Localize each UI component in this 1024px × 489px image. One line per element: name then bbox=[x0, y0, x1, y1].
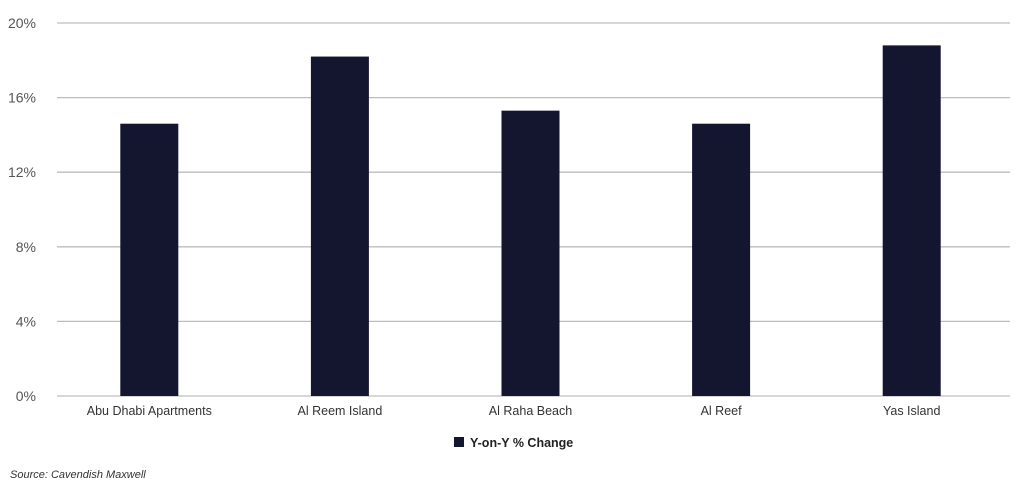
x-tick-label: Abu Dhabi Apartments bbox=[87, 404, 212, 418]
legend-swatch bbox=[454, 437, 464, 447]
x-tick-label: Yas Island bbox=[883, 404, 940, 418]
y-tick-label: 8% bbox=[16, 239, 36, 255]
y-tick-label: 20% bbox=[8, 15, 36, 31]
bar bbox=[120, 123, 179, 397]
bar bbox=[310, 56, 369, 396]
source-note: Source: Cavendish Maxwell bbox=[10, 469, 146, 481]
y-tick-label: 12% bbox=[8, 164, 36, 180]
x-tick-label: Al Reem Island bbox=[298, 404, 383, 418]
x-tick-label: Al Raha Beach bbox=[489, 404, 572, 418]
y-tick-label: 16% bbox=[8, 90, 36, 106]
bar bbox=[882, 45, 941, 396]
legend-label: Y-on-Y % Change bbox=[470, 436, 573, 450]
x-tick-label: Al Reef bbox=[701, 404, 743, 418]
bar bbox=[692, 123, 751, 397]
bar bbox=[501, 110, 560, 396]
y-tick-label: 0% bbox=[16, 388, 36, 404]
y-tick-label: 4% bbox=[16, 313, 36, 329]
